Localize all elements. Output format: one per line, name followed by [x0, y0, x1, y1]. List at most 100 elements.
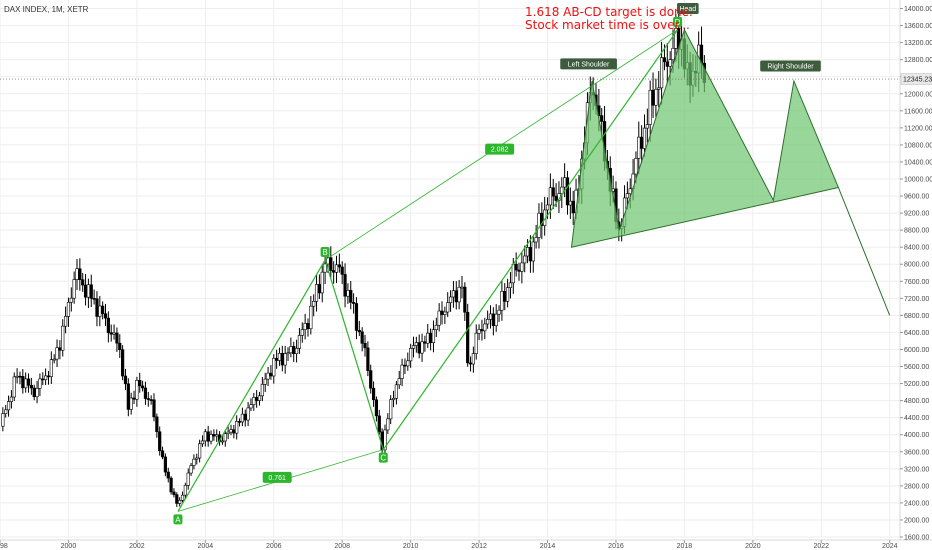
x-tick-label: 2020 — [745, 543, 761, 550]
candle-body — [671, 48, 675, 60]
y-tick-label: 12800.00 — [904, 57, 932, 64]
y-tick-label: 10800.00 — [904, 142, 932, 149]
candle-body — [571, 200, 575, 214]
candle-body — [391, 397, 396, 401]
candle-body — [249, 404, 253, 409]
pattern-label-box — [560, 58, 617, 70]
candle-body — [263, 378, 267, 385]
candle-body — [297, 335, 302, 349]
candle-body — [189, 465, 193, 474]
candle-body — [257, 395, 262, 401]
candle-body — [129, 397, 133, 410]
candle-body — [337, 264, 341, 268]
y-tick-label: 3600.00 — [904, 449, 929, 456]
y-tick-label: 5600.00 — [904, 364, 929, 371]
candle-body — [554, 195, 558, 201]
candle-body — [317, 284, 321, 294]
candle-body — [115, 332, 119, 344]
x-tick-label: 2002 — [129, 543, 145, 550]
candle-body — [155, 416, 159, 433]
pattern-label-box — [760, 60, 821, 72]
candle-body — [386, 418, 390, 431]
grid — [0, 0, 900, 538]
candle-body — [63, 316, 68, 327]
x-tick-label: 2010 — [403, 543, 419, 550]
candle-body — [463, 286, 467, 313]
candle-body — [483, 323, 487, 332]
candle-body — [640, 136, 644, 149]
candle-body — [140, 385, 145, 389]
candle-body — [360, 331, 364, 344]
x-tick-label: 2012 — [471, 543, 487, 550]
candle-body — [494, 313, 498, 326]
candle-body — [411, 345, 416, 349]
candle-body — [340, 266, 344, 275]
x-tick-label: 2004 — [198, 543, 214, 550]
candle-body — [89, 284, 93, 299]
candle-body — [172, 491, 176, 495]
y-tick-label: 4800.00 — [904, 398, 929, 405]
candle-body — [112, 332, 116, 335]
y-tick-label: 7200.00 — [904, 296, 929, 303]
candle-body — [106, 317, 110, 333]
candle-body — [625, 193, 629, 199]
candle-body — [61, 325, 65, 351]
y-tick-label: 14000.00 — [904, 6, 932, 13]
candle-body — [277, 353, 282, 361]
candle-body — [21, 376, 25, 389]
y-tick-label: 1600.00 — [904, 535, 929, 542]
ratio-label-box — [485, 143, 515, 155]
candle-body — [477, 329, 481, 334]
candle-body — [312, 300, 316, 307]
candle-body — [183, 485, 187, 496]
candle-body — [229, 429, 233, 433]
candle-body — [269, 372, 273, 377]
candle-body — [160, 450, 165, 458]
candle-body — [369, 370, 373, 389]
candle-body — [437, 310, 441, 326]
candle-body — [634, 158, 638, 175]
x-tick-label: 1998 — [0, 543, 8, 550]
candle-body — [237, 421, 242, 423]
wave-point-marker — [320, 246, 330, 257]
candle-body — [55, 347, 59, 360]
candle-body — [642, 127, 647, 149]
candle-body — [266, 372, 270, 380]
abcd-pattern — [177, 29, 679, 512]
candle-body — [195, 457, 199, 460]
candle-body — [434, 324, 438, 331]
candle-body — [126, 383, 130, 410]
candle-body — [272, 357, 276, 377]
candle-body — [517, 269, 521, 272]
y-tick-label: 5200.00 — [904, 381, 929, 388]
candle-body — [283, 353, 287, 366]
candle-body — [474, 332, 478, 354]
candle-body — [86, 284, 91, 298]
candle-body — [528, 247, 533, 262]
y-tick-label: 7600.00 — [904, 279, 929, 286]
candle-body — [118, 342, 122, 350]
candle-body — [417, 342, 421, 354]
y-tick-label: 6400.00 — [904, 330, 929, 337]
candle-body — [374, 399, 379, 417]
candle-body — [446, 302, 450, 313]
candle-body — [15, 375, 19, 378]
candle-body — [346, 290, 350, 297]
candle-body — [46, 375, 51, 378]
candle-body — [101, 305, 105, 314]
ratio-label: 2.082 — [491, 147, 509, 154]
candle-body — [654, 89, 658, 106]
candle-body — [563, 177, 567, 188]
candle-body — [209, 434, 213, 442]
wave-point-marker — [173, 514, 183, 525]
candle-body — [668, 59, 672, 67]
candle-body — [371, 387, 376, 401]
wave-point-label: B — [322, 248, 327, 257]
candle-body — [6, 401, 11, 411]
y-tick-label: 13600.00 — [904, 23, 932, 30]
candle-body — [508, 282, 513, 288]
wave-point-label: C — [380, 454, 386, 463]
candle-body — [103, 313, 108, 319]
projection-line — [837, 187, 891, 316]
candle-body — [497, 309, 501, 315]
